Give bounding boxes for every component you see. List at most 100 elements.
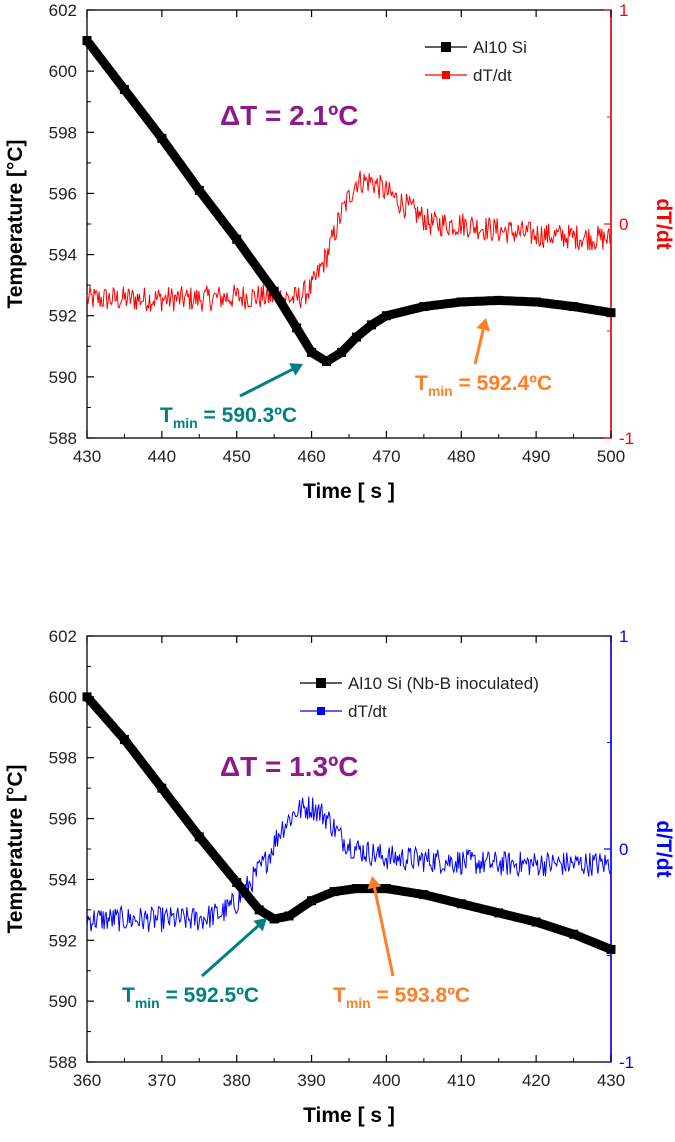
legend-label-temperature: Al10 Si (Nb-B inoculated): [348, 674, 539, 693]
temperature-point: [351, 332, 361, 342]
tmin-base: T: [415, 372, 428, 395]
temperature-point: [119, 734, 129, 744]
temperature-point: [419, 302, 429, 312]
series-line-temperature: [83, 37, 614, 366]
y-tick-label: 588: [49, 1053, 77, 1072]
y-tick-label: 602: [49, 1, 77, 20]
tmin-subscript: min: [135, 995, 160, 1011]
temperature-point: [531, 917, 541, 927]
legend-label-dtdt: dT/dt: [348, 702, 387, 721]
delta-t-label: ΔT = 2.1ºC: [220, 100, 359, 131]
y-tick-label: 600: [49, 688, 77, 707]
y-tick-label: 592: [49, 307, 77, 326]
y2-tick-label: -1: [619, 1053, 634, 1072]
tmin-annotation: Tmin = 592.5ºC: [122, 984, 259, 1011]
temperature-point: [606, 308, 616, 318]
tmin-subscript: min: [428, 383, 453, 399]
delta-t-label: ΔT = 1.3ºC: [220, 751, 359, 782]
tmin-value: = 592.4ºC: [453, 372, 552, 395]
tmin-annotation: Tmin = 592.4ºC: [415, 372, 552, 399]
series-line-dtdt: [86, 170, 612, 312]
x-tick-label: 460: [297, 447, 325, 466]
annotation-arrow-head: [289, 363, 303, 376]
temperature-point: [569, 302, 579, 312]
y2-tick-label: -1: [619, 429, 634, 448]
temperature-point: [269, 914, 279, 924]
temperature-point: [322, 357, 332, 367]
legend-label-dtdt: dT/dt: [473, 66, 512, 85]
temperature-point: [194, 832, 204, 842]
x-tick-label: 380: [223, 1071, 251, 1090]
series-line-temperature: [83, 693, 614, 954]
x-tick-label: 430: [73, 447, 101, 466]
tmin-value: = 592.5ºC: [160, 984, 259, 1007]
x-tick-label: 480: [447, 447, 475, 466]
tmin-annotation: Tmin = 590.3ºC: [160, 404, 297, 431]
y2-tick-label: 0: [619, 215, 628, 234]
y-tick-label: 596: [49, 184, 77, 203]
x-tick-label: 490: [522, 447, 550, 466]
y-tick-label: 598: [49, 749, 77, 768]
temperature-point: [419, 890, 429, 900]
legend-label-temperature: Al10 Si: [473, 38, 527, 57]
y-tick-label: 594: [49, 246, 77, 265]
temperature-point: [284, 911, 294, 921]
temperature-point: [337, 347, 347, 357]
temperature-point: [351, 884, 361, 894]
temperature-point: [82, 692, 92, 702]
x-tick-label: 440: [148, 447, 176, 466]
temperature-point: [157, 783, 167, 793]
series-line-dtdt: [86, 796, 612, 932]
temperature-point: [531, 297, 541, 307]
temperature-point: [254, 905, 264, 915]
tmin-value: = 593.8ºC: [371, 984, 470, 1007]
tmin-base: T: [160, 404, 173, 427]
x-tick-label: 470: [372, 447, 400, 466]
x-tick-label: 500: [597, 447, 625, 466]
y2-tick-label: 0: [619, 840, 628, 859]
annotation-arrow-shaft: [473, 329, 485, 365]
annotation-arrow-head: [367, 876, 382, 890]
temperature-point: [232, 234, 242, 244]
annotation-arrow-shaft: [201, 924, 260, 978]
chart-panel-1: 430 440 450 460 470 480 490 500 588 590 592 594 596 5…: [4, 1, 675, 503]
temperature-point: [569, 929, 579, 939]
legend-marker-temperature: [441, 42, 451, 52]
legend-marker-temperature: [316, 678, 326, 688]
x-tick-label: 400: [372, 1071, 400, 1090]
temperature-point: [307, 347, 317, 357]
y-axis-title: Temperature [°C]: [4, 764, 27, 933]
annotation-arrow-head: [253, 918, 267, 932]
y-tick-label: 590: [49, 368, 77, 387]
tmin-subscript: min: [346, 995, 371, 1011]
tmin-subscript: min: [173, 415, 198, 431]
y-tick-label: 592: [49, 931, 77, 950]
y-tick-label: 602: [49, 627, 77, 646]
y-tick-label: 594: [49, 870, 77, 889]
tmin-base: T: [122, 984, 135, 1007]
y-tick-label: 598: [49, 123, 77, 142]
annotation-arrow-head: [476, 318, 491, 332]
y-tick-label: 596: [49, 810, 77, 829]
x-tick-label: 430: [597, 1071, 625, 1090]
temperature-point: [456, 899, 466, 909]
y-tick-label: 590: [49, 992, 77, 1011]
temperature-point: [456, 297, 466, 307]
tmin-value: = 590.3ºC: [198, 404, 297, 427]
temperature-point: [606, 944, 616, 954]
temperature-point: [494, 295, 504, 305]
tmin-base: T: [333, 984, 346, 1007]
y2-tick-label: 1: [619, 1, 628, 20]
legend-marker-dtdt: [317, 707, 325, 715]
temperature-point: [366, 320, 376, 330]
x-tick-label: 410: [447, 1071, 475, 1090]
temperature-point: [494, 908, 504, 918]
legend-marker-dtdt: [442, 71, 450, 79]
x-tick-label: 420: [522, 1071, 550, 1090]
tmin-annotation: Tmin = 593.8ºC: [333, 984, 470, 1011]
x-axis-title: Time [ s ]: [303, 1104, 395, 1127]
temperature-point: [194, 185, 204, 195]
temperature-point: [381, 884, 391, 894]
annotation-arrow-shaft: [239, 368, 293, 398]
